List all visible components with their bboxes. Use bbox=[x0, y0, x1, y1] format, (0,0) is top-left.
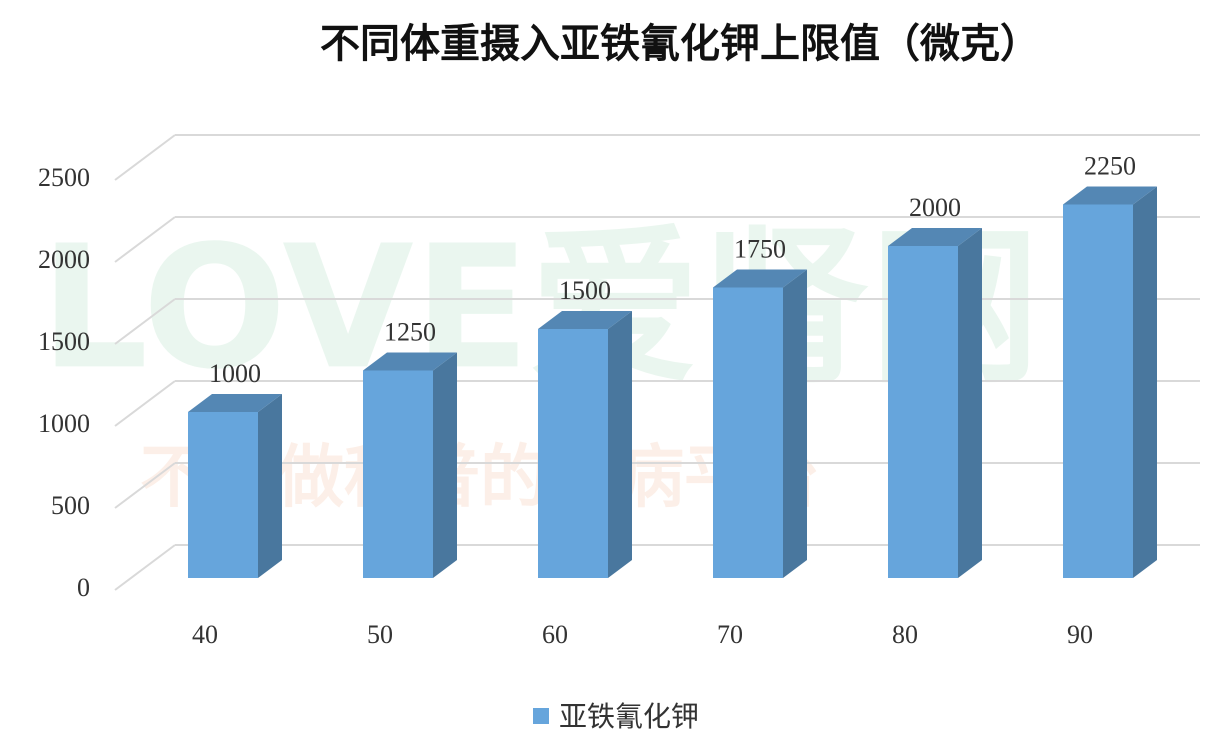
bar-front bbox=[538, 329, 608, 578]
grid-line bbox=[114, 298, 176, 345]
y-tick-label: 0 bbox=[77, 573, 90, 602]
bar-top bbox=[888, 228, 982, 246]
data-label: 1250 bbox=[384, 317, 436, 346]
y-tick-label: 1500 bbox=[38, 327, 90, 356]
bar-front bbox=[713, 287, 783, 578]
grid-line bbox=[114, 216, 176, 263]
y-tick-label: 500 bbox=[51, 491, 90, 520]
y-tick-label: 2000 bbox=[38, 245, 90, 274]
chart-title: 不同体重摄入亚铁氰化钾上限值（微克） bbox=[320, 21, 1040, 66]
x-tick-label: 50 bbox=[367, 620, 393, 649]
data-label: 2250 bbox=[1084, 151, 1136, 180]
bar bbox=[538, 311, 632, 578]
x-tick-label: 40 bbox=[192, 620, 218, 649]
bar-front bbox=[188, 412, 258, 578]
bar-front bbox=[888, 246, 958, 578]
bar-top bbox=[713, 269, 807, 288]
bar-top bbox=[538, 311, 632, 329]
bar-front bbox=[363, 370, 433, 578]
bar-top bbox=[1063, 186, 1157, 205]
bar bbox=[363, 352, 457, 578]
bar-side bbox=[958, 228, 982, 578]
y-tick-label: 1000 bbox=[38, 409, 90, 438]
legend-swatch bbox=[533, 708, 549, 724]
grid-line bbox=[114, 134, 176, 181]
bar-side bbox=[433, 352, 457, 578]
bar bbox=[1063, 186, 1157, 578]
y-tick-label: 2500 bbox=[38, 163, 90, 192]
bar-top bbox=[363, 352, 457, 371]
grid-line bbox=[114, 462, 176, 509]
data-label: 2000 bbox=[909, 193, 961, 222]
grid-line bbox=[114, 544, 176, 591]
data-label: 1750 bbox=[734, 234, 786, 263]
data-label: 1000 bbox=[209, 359, 261, 388]
bar-front bbox=[1063, 204, 1133, 578]
x-tick-label: 80 bbox=[892, 620, 918, 649]
legend-label: 亚铁氰化钾 bbox=[559, 700, 699, 733]
bar bbox=[888, 228, 982, 578]
bar-side bbox=[608, 311, 632, 578]
x-tick-label: 90 bbox=[1067, 620, 1093, 649]
grid-line bbox=[114, 380, 176, 427]
x-tick-label: 70 bbox=[717, 620, 743, 649]
bar-side bbox=[1133, 186, 1157, 578]
data-label: 1500 bbox=[559, 276, 611, 305]
bar bbox=[188, 394, 282, 578]
x-tick-label: 60 bbox=[542, 620, 568, 649]
bar bbox=[713, 269, 807, 578]
bar-top bbox=[188, 394, 282, 412]
bar-side bbox=[783, 269, 807, 578]
bar-side bbox=[258, 394, 282, 578]
